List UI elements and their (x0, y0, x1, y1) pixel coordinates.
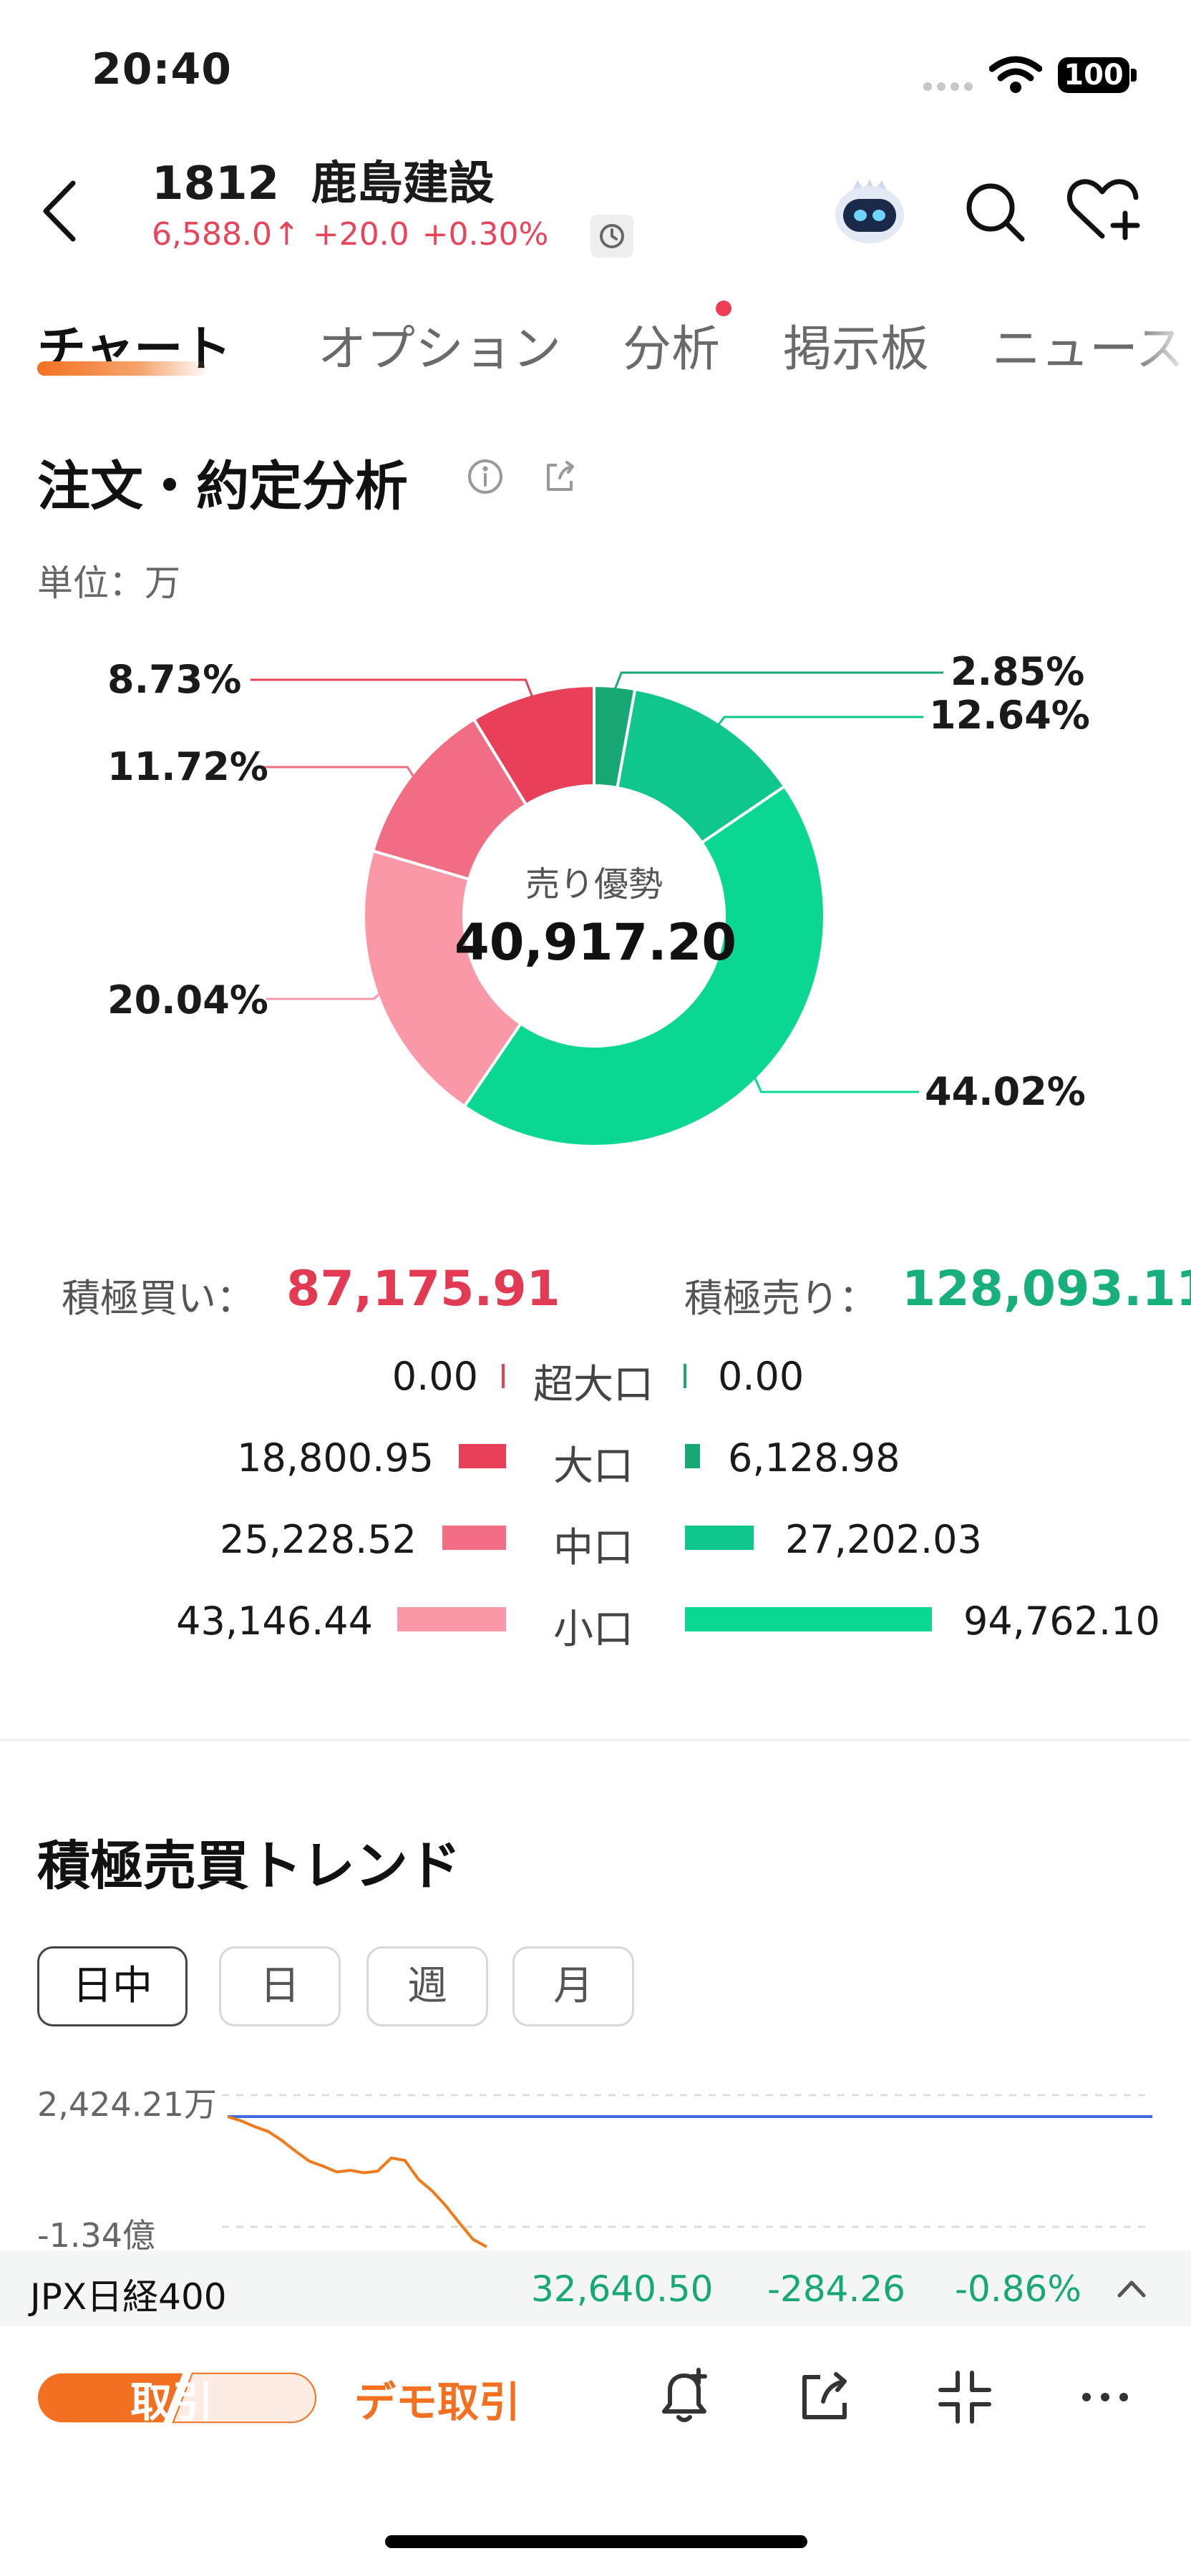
donut-slice-sell-small (462, 784, 827, 1148)
share-icon[interactable] (540, 457, 580, 497)
period-intraday-button[interactable]: 日中 (37, 1946, 188, 2026)
trade-buttons-shape (38, 2372, 316, 2424)
donut-leader-line (716, 716, 923, 727)
y-tick-label: 2,424.21万 (37, 2085, 217, 2124)
bar-sell-mid (685, 1526, 754, 1550)
row-sell-value: 94,762.10 (963, 1599, 1160, 1644)
row-buy-value: 43,146.44 (176, 1599, 373, 1644)
active-buy-label: 積極買い： (62, 1276, 255, 1321)
pct-label-sell-small: 44.02% (925, 1069, 1086, 1114)
period-week-button[interactable]: 週 (366, 1946, 488, 2026)
heart-plus-icon[interactable] (1065, 176, 1144, 245)
ticker-value: 32,640.50 (531, 2268, 714, 2310)
pct-label-sell-large: 2.85% (951, 649, 1085, 694)
more-icon[interactable] (1069, 2361, 1141, 2433)
donut-center-value: 40,917.20 (454, 913, 737, 972)
bar-sell-large (685, 1444, 700, 1468)
collapse-icon[interactable] (929, 2361, 1001, 2433)
clock-icon[interactable] (590, 215, 633, 258)
share-icon[interactable] (789, 2361, 860, 2433)
stock-title: 1812 鹿島建設 (152, 147, 495, 213)
unit-label: 単位：万 (37, 562, 180, 604)
bar-buy-xlarge (502, 1364, 505, 1388)
bar-sell-small (685, 1607, 932, 1631)
search-icon[interactable] (961, 177, 1029, 246)
stock-price: 6,588.0 (152, 216, 272, 253)
back-icon[interactable] (37, 179, 80, 243)
stock-change: +20.0 (312, 216, 409, 253)
row-buy-value: 25,228.52 (220, 1517, 417, 1562)
section-title: 注文・約定分析 (37, 456, 408, 517)
row-buy-value: 18,800.95 (237, 1435, 434, 1480)
row-label: 大口 (553, 1443, 633, 1490)
section-divider (0, 1739, 1191, 1742)
battery-tip (1131, 69, 1137, 82)
bar-sell-xlarge (684, 1364, 686, 1388)
donut-chart (251, 671, 943, 1148)
stock-price-line: 6,588.0↑ +20.0 +0.30% (152, 216, 561, 253)
tab-active-indicator (37, 361, 209, 376)
bar-buy-large (459, 1444, 506, 1468)
pct-label-buy-small: 20.04% (107, 977, 268, 1023)
demo-trade-button[interactable]: デモ取引 (354, 2378, 520, 2426)
donut-leader-line (613, 671, 943, 691)
up-arrow-icon: ↑ (273, 216, 300, 253)
index-ticker-bar[interactable] (0, 2250, 1191, 2326)
status-time: 20:40 (92, 44, 232, 94)
trade-button[interactable]: 取引 (130, 2378, 213, 2426)
tab-badge-dot (716, 301, 731, 316)
chevron-up-icon[interactable] (1114, 2274, 1149, 2303)
donut-leader-line (258, 766, 416, 779)
info-icon[interactable] (465, 457, 505, 497)
robot-icon[interactable] (830, 170, 909, 249)
row-label: 小口 (553, 1606, 633, 1653)
period-day-button[interactable]: 日 (219, 1946, 341, 2026)
stock-code: 1812 (152, 157, 280, 210)
active-buy-value: 87,175.91 (286, 1261, 560, 1317)
donut-center-label: 売り優勢 (525, 864, 663, 904)
donut-slice-sell-mid (616, 687, 787, 845)
donut-leader-line (266, 991, 382, 1000)
battery-indicator: 100 (1058, 57, 1129, 93)
pct-label-buy-large: 8.73% (107, 657, 242, 702)
row-sell-value: 0.00 (718, 1354, 804, 1399)
y-tick-label: -1.34億 (37, 2216, 156, 2255)
stock-change-pct: +0.30% (422, 216, 549, 253)
pct-label-buy-mid: 11.72% (107, 744, 268, 789)
row-label: 超大口 (533, 1362, 653, 1408)
donut-leader-line (753, 1075, 919, 1093)
tab-board[interactable]: 掲示板 (783, 321, 930, 378)
bar-buy-mid (442, 1526, 506, 1550)
period-month-button[interactable]: 月 (512, 1946, 634, 2026)
row-label: 中口 (553, 1525, 633, 1571)
alert-bell-icon[interactable] (648, 2361, 720, 2433)
wifi-icon (989, 56, 1042, 93)
donut-slice-buy-large (472, 683, 596, 807)
ticker-change-pct: -0.86% (955, 2268, 1081, 2310)
tab-options[interactable]: オプション (318, 321, 562, 378)
home-indicator (385, 2535, 807, 2548)
active-sell-label: 積極売り： (684, 1276, 878, 1321)
tab-analysis[interactable]: 分析 (623, 321, 721, 378)
trend-series-line-active (227, 2115, 487, 2248)
tab-fade (1131, 301, 1191, 372)
trend-title: 積極売買トレンド (37, 1835, 461, 1897)
trend-chart (222, 2094, 1152, 2248)
active-sell-value: 128,093.11 (902, 1261, 1191, 1317)
cellular-signal-icon (923, 80, 979, 91)
donut-leader-line (251, 678, 534, 699)
ticker-change: -284.26 (767, 2268, 905, 2310)
row-sell-value: 27,202.03 (785, 1517, 982, 1562)
stock-name: 鹿島建設 (311, 157, 495, 210)
donut-slice-buy-small (362, 849, 523, 1108)
ticker-name: JPX日経400 (30, 2276, 227, 2318)
pct-label-sell-mid: 12.64% (929, 693, 1090, 738)
row-buy-value: 0.00 (392, 1354, 478, 1399)
bar-buy-small (397, 1607, 506, 1631)
row-sell-value: 6,128.98 (728, 1435, 900, 1480)
